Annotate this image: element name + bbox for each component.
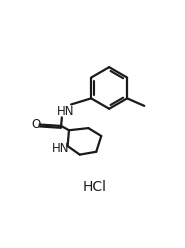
Text: O: O [31, 118, 40, 131]
Text: HN: HN [52, 142, 70, 155]
Text: HN: HN [57, 105, 74, 118]
Text: HCl: HCl [83, 180, 107, 194]
